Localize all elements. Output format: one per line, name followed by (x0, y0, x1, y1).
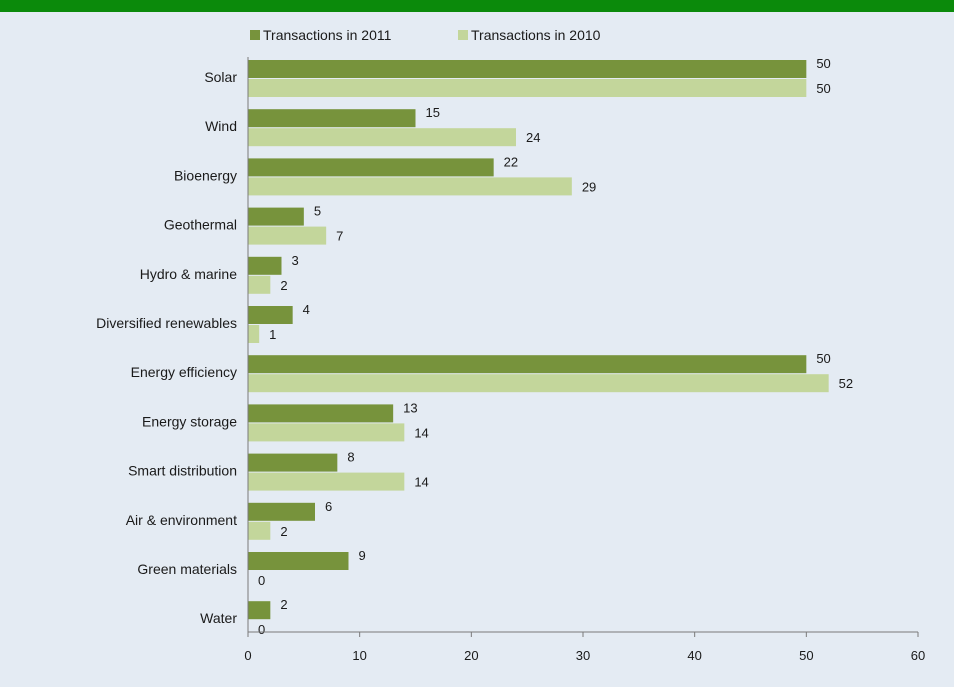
value-label: 8 (347, 450, 354, 465)
legend: Transactions in 2011 Transactions in 2010 (250, 27, 601, 43)
value-label: 29 (582, 179, 596, 194)
top-banner (0, 0, 954, 12)
value-label: 50 (816, 56, 830, 71)
bar-2010 (248, 128, 516, 147)
value-label: 2 (280, 278, 287, 293)
bar-2011 (248, 601, 271, 620)
bar-2010 (248, 374, 829, 393)
category-label: Hydro & marine (140, 266, 237, 282)
bar-2011 (248, 306, 293, 324)
x-tick-label: 50 (799, 648, 813, 663)
category-label: Energy efficiency (131, 364, 237, 380)
bar-2010 (248, 423, 405, 442)
x-tick-label: 20 (464, 648, 478, 663)
bar-2011 (248, 158, 494, 177)
x-tick-label: 60 (911, 648, 925, 663)
category-label: Green materials (137, 561, 237, 577)
category-label: Air & environment (126, 512, 237, 528)
value-label: 0 (258, 573, 265, 588)
value-label: 3 (292, 253, 299, 268)
category-label: Diversified renewables (96, 315, 237, 331)
value-label: 5 (314, 204, 321, 219)
bar-2011 (248, 502, 315, 521)
value-label: 52 (839, 376, 853, 391)
x-tick-label: 10 (352, 648, 366, 663)
value-label: 50 (816, 351, 830, 366)
category-label: Bioenergy (174, 167, 237, 183)
bar-2011 (248, 453, 338, 472)
bar-2011 (248, 256, 282, 275)
x-tick-label: 0 (244, 648, 251, 663)
bar-2010 (248, 472, 405, 491)
value-label: 14 (414, 425, 428, 440)
x-tick-label: 30 (576, 648, 590, 663)
value-label: 50 (816, 81, 830, 96)
category-label: Water (200, 610, 237, 626)
x-tick-label: 40 (687, 648, 701, 663)
value-label: 22 (504, 154, 518, 169)
value-label: 6 (325, 499, 332, 514)
bar-2010 (248, 79, 807, 97)
legend-label-1: Transactions in 2011 (263, 27, 392, 43)
legend-swatch-2 (458, 30, 468, 40)
bar-2011 (248, 552, 349, 570)
value-label: 9 (359, 548, 366, 563)
bar-2010 (248, 275, 271, 294)
bar-2011 (248, 404, 394, 423)
bars (248, 60, 829, 620)
bar-2011 (248, 109, 416, 128)
value-label: 2 (280, 524, 287, 539)
bar-2010 (248, 521, 271, 540)
bar-2011 (248, 355, 807, 374)
category-label: Geothermal (164, 217, 237, 233)
category-label: Energy storage (142, 413, 237, 429)
value-label: 24 (526, 130, 540, 145)
x-axis: 0 10 20 30 40 50 60 (244, 57, 925, 663)
value-label: 15 (426, 105, 440, 120)
value-label: 2 (280, 597, 287, 612)
value-label: 14 (414, 475, 428, 490)
category-label: Smart distribution (128, 463, 237, 479)
value-label: 7 (336, 229, 343, 244)
value-label: 0 (258, 622, 265, 637)
value-label: 4 (303, 302, 310, 317)
bar-2011 (248, 207, 304, 226)
bar-2010 (248, 325, 260, 343)
value-label: 1 (269, 327, 276, 342)
bar-2010 (248, 177, 572, 196)
category-labels: Solar Wind Bioenergy Geothermal Hydro & mari… (96, 69, 237, 626)
bar-2011 (248, 60, 807, 78)
legend-label-2: Transactions in 2010 (471, 27, 601, 43)
legend-swatch-1 (250, 30, 260, 40)
category-label: Solar (204, 69, 237, 85)
value-label: 13 (403, 400, 417, 415)
bar-2010 (248, 226, 327, 245)
category-label: Wind (205, 118, 237, 134)
